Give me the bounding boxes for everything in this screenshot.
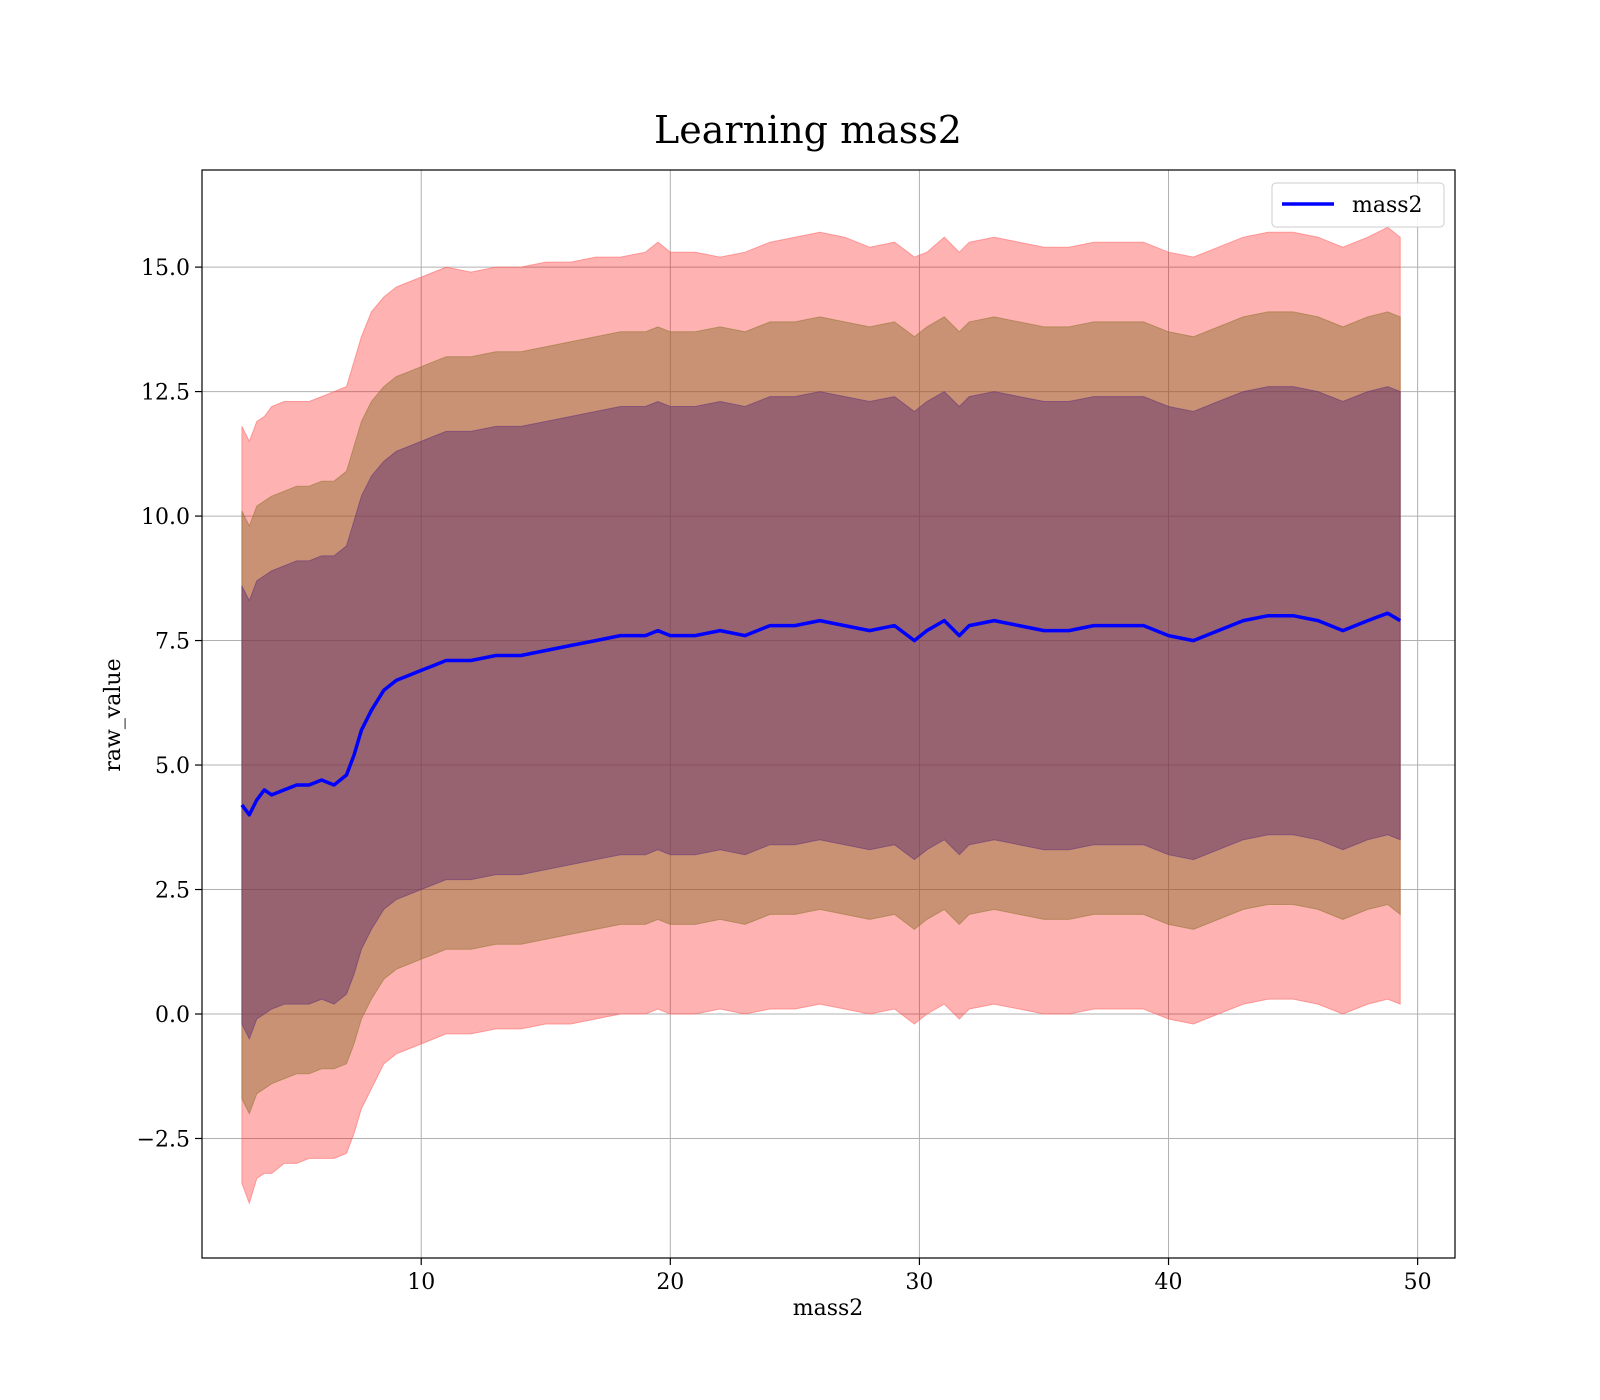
band-outer [241, 226, 1401, 1205]
chart-title: Learning mass2 [654, 108, 962, 152]
x-tick-label: 10 [407, 1270, 435, 1295]
y-tick-label: 0.0 [155, 1003, 190, 1028]
y-tick-label: 10.0 [141, 505, 190, 530]
x-axis-label: mass2 [793, 1296, 864, 1321]
x-tick-label: 50 [1404, 1270, 1432, 1295]
legend-label: mass2 [1352, 193, 1423, 218]
y-tick-label: 12.5 [141, 381, 190, 406]
y-tick-label: 7.5 [155, 630, 190, 655]
x-tick-label: 20 [656, 1270, 684, 1295]
y-tick-label: 2.5 [155, 879, 190, 904]
plot-area: 10 20 30 40 50 −2.5 0.0 2.5 5.0 7.5 10.0 12.5 15.0 ma… [137, 169, 1456, 1295]
y-tick-label: 5.0 [155, 754, 190, 779]
legend-box [1271, 182, 1445, 228]
y-axis-label: raw_value [101, 658, 126, 771]
band-middle [241, 311, 1401, 1115]
y-tick-label: −2.5 [137, 1127, 190, 1152]
band-inner [241, 386, 1401, 1041]
axes-frame [201, 169, 1456, 1259]
y-tick-label: 15.0 [141, 256, 190, 281]
series-line-mass2 [240, 611, 1402, 817]
x-tick-label: 40 [1155, 1270, 1183, 1295]
x-tick-label: 30 [905, 1270, 933, 1295]
